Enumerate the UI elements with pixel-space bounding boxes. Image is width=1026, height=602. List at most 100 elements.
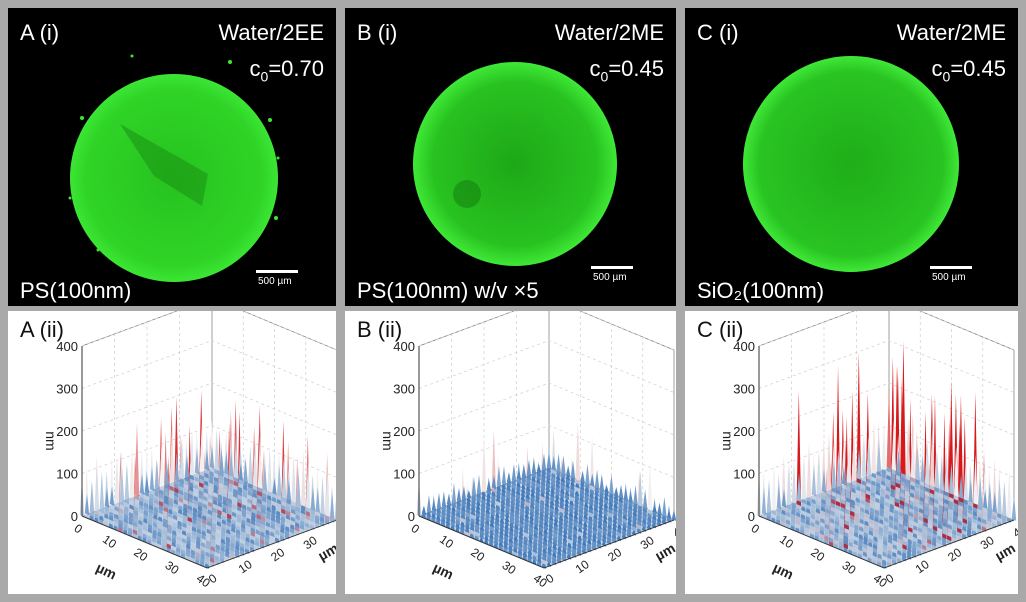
surface-spike [564,502,569,512]
surface-spike [541,453,547,471]
surface-spike [598,504,603,515]
surface-spike [550,484,555,495]
surface-spike [466,495,472,503]
surface-spike [598,500,604,511]
surface-spike [471,476,477,497]
surface-spike [781,488,787,508]
surface-spike [646,521,652,531]
surface-spike [811,464,817,497]
surface-spike [582,538,587,547]
surface-spike [325,469,330,517]
surface-spike [569,498,574,506]
base-axes [81,515,336,569]
surface-spike [915,447,921,481]
surface-spike [513,543,518,554]
sample-label: PS(100nm) [20,278,132,303]
surface-spike [515,486,521,496]
surface-spike [604,493,609,501]
surface-spike [224,450,229,475]
surface-spike [243,459,248,483]
surface-spike [851,425,857,482]
z-gridline [418,382,675,436]
surface-spike [89,481,95,514]
surface-spike [99,473,105,510]
surface-spike [577,524,583,533]
panel-c-surface: 0 100 200 300 400 0 10 20 30 40 0 10 20 30 40 nm µm µm C … [685,311,1018,594]
surface-spike [609,474,614,495]
surface-spike [506,472,512,484]
surface-spike [580,470,585,483]
surface-spike [602,516,608,524]
surface-spike [590,473,595,487]
surface-spike [612,522,617,532]
surface-spike [603,511,608,520]
surface-mesh [756,340,1017,569]
surface-spike [622,522,627,532]
y-tick-label: 10 [236,557,255,576]
surface-spike [573,512,579,520]
z-tick-label: 100 [393,467,415,482]
surface-spike [291,456,296,503]
wall-gridline [791,311,921,504]
surface-base [82,468,336,568]
surface-spike [866,437,872,477]
panel-label: C (ii) [697,317,744,342]
surface-spike [537,553,542,564]
concentration-label: c0=0.70 [249,56,324,85]
z-tick-label: 0 [71,509,78,524]
surface-spike [530,490,536,498]
surface-spike [1006,468,1012,519]
surface-spike [320,475,325,515]
droplet-a-dark-region [120,124,208,206]
surface-spike [856,352,862,484]
surface-spike [776,484,782,510]
surface-spike [567,540,572,549]
surface-spike [596,535,602,545]
surface-spike [597,520,603,530]
surface-spike [791,461,797,505]
plot-axes [758,346,1015,569]
surface-spike [228,449,234,477]
surface-spike [495,510,500,519]
wall-gridline [451,311,581,504]
surface-spike [536,476,541,485]
surface-spike [570,479,575,487]
x-axis-title: µm [431,559,456,582]
surface-spike [910,429,916,479]
surface-spike [575,423,581,481]
x-tick-label: 20 [808,545,827,564]
solvent-label: Water/2EE [218,20,324,45]
surface-spike [466,490,472,499]
x-axis-title: µm [771,559,796,582]
surface-spike [836,454,842,488]
surface-spike [329,492,335,519]
surface-spike [934,451,940,489]
surface-spike [520,492,526,502]
surface-spike [476,474,482,495]
surface-spike [466,498,471,507]
surface-spike [500,503,505,513]
surface-spike [104,488,110,508]
wall-gridline [114,311,244,504]
surface-spike [451,504,456,512]
z-gridline [81,340,336,393]
surface-spike [484,536,489,545]
z-tick-label: 0 [748,509,755,524]
surface-spike [578,515,583,526]
surface-spike [481,437,487,493]
surface-spike [861,435,867,479]
surface-spike [164,462,170,486]
z-tick-label: 300 [393,382,415,397]
surface-spike [618,494,624,503]
surface-spike [905,417,911,477]
surface-spike [896,450,901,473]
surface-spike [501,465,507,486]
surface-spike [129,445,135,499]
scale-bar [930,266,972,269]
droplet-a-edge-particles [68,54,280,252]
surface-spike [489,520,495,528]
surface-spike [526,459,532,477]
surface-spike [891,419,897,471]
surface-spike [253,439,258,487]
